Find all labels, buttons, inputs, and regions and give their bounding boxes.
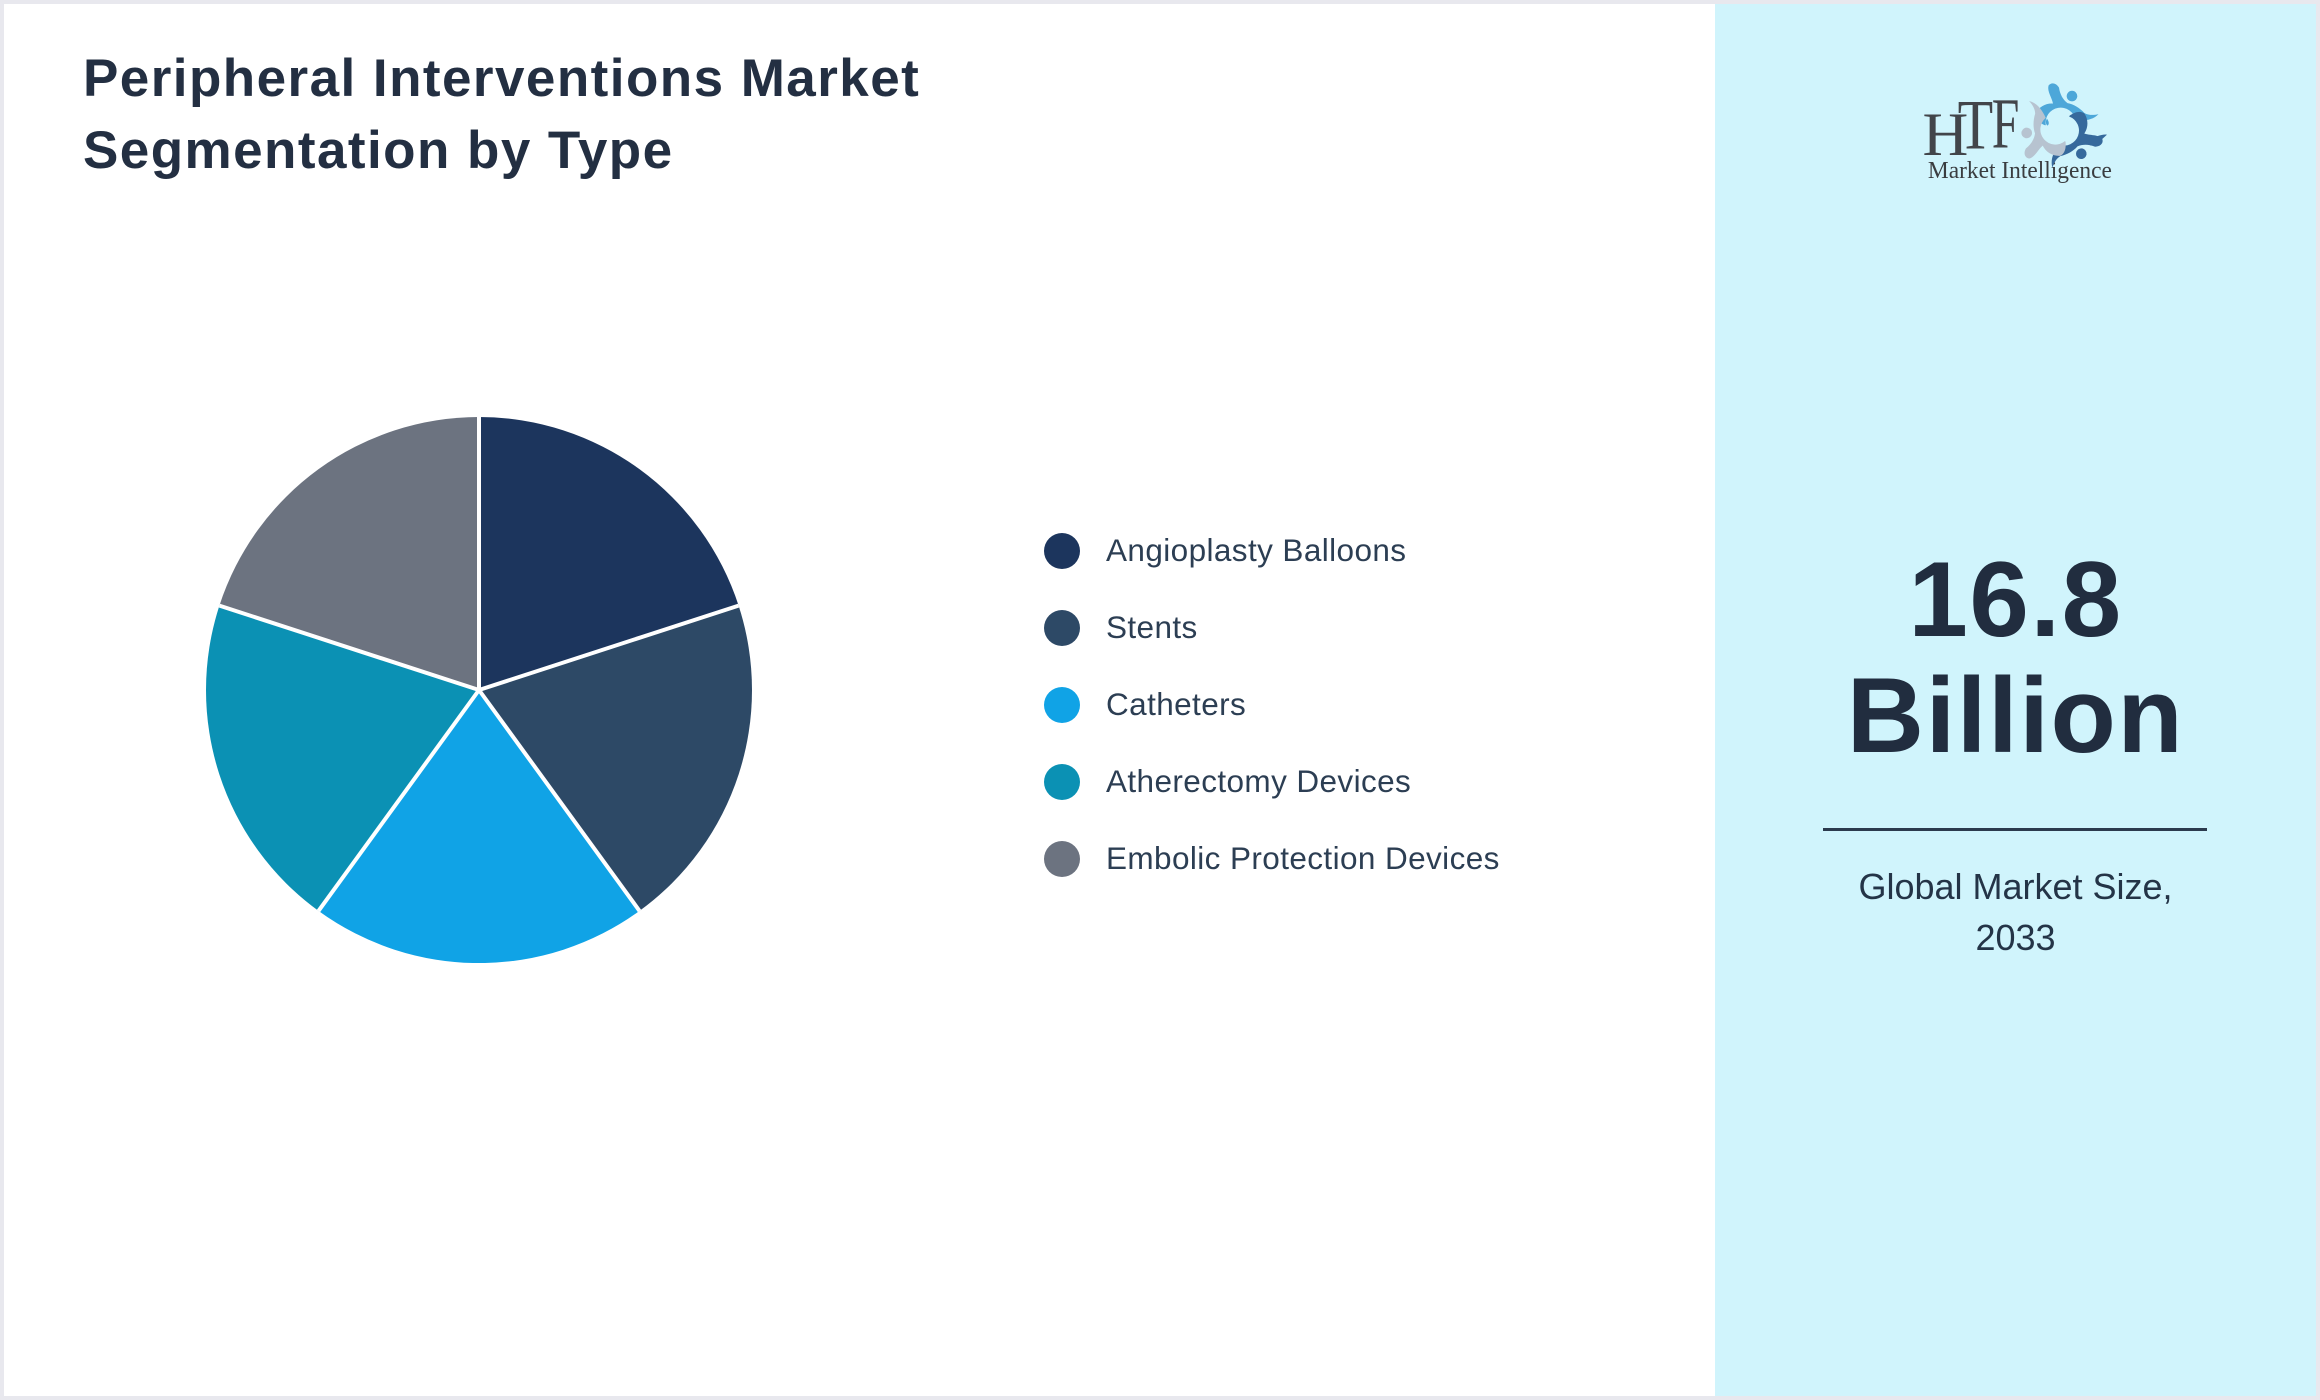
svg-text:F: F: [1992, 85, 2020, 164]
svg-text:H: H: [1923, 102, 1969, 169]
svg-text:T: T: [1958, 86, 1994, 165]
svg-text:Market Intelligence: Market Intelligence: [1928, 158, 2112, 184]
